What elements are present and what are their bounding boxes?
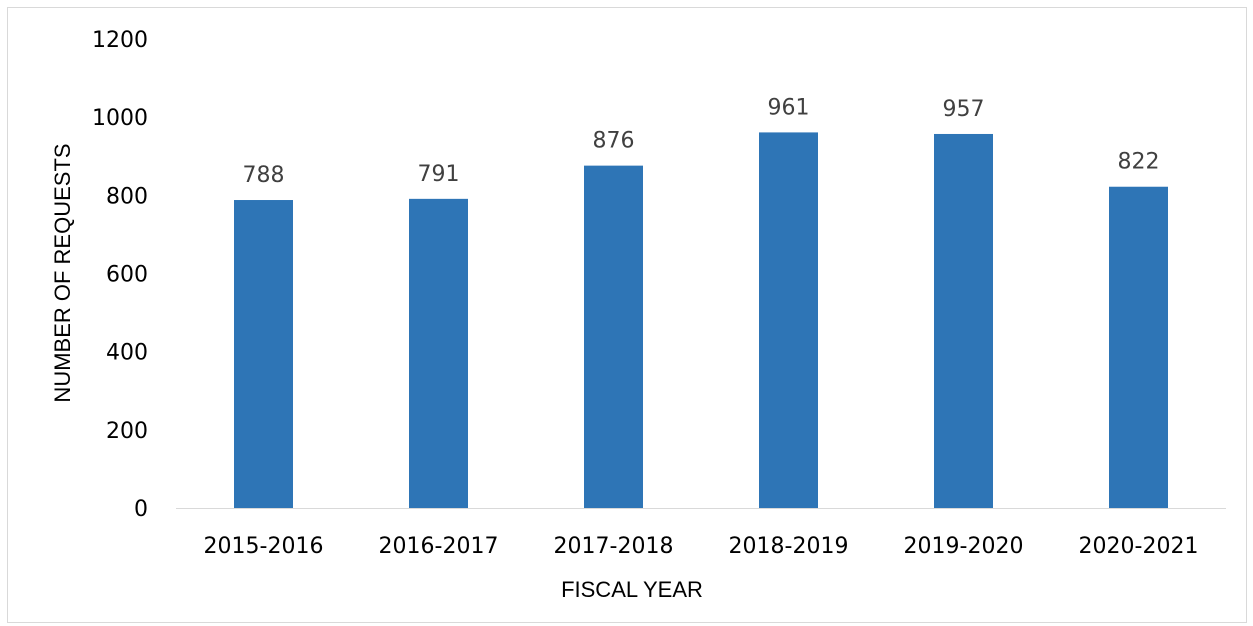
x-tick-label: 2018-2019 xyxy=(729,534,849,559)
x-tick-label: 2017-2018 xyxy=(554,534,674,559)
x-axis-title: FISCAL YEAR xyxy=(561,577,703,602)
x-tick-label: 2020-2021 xyxy=(1079,534,1199,559)
bar-data-label: 957 xyxy=(943,97,985,122)
y-tick-label: 800 xyxy=(106,184,148,209)
x-tick-label: 2016-2017 xyxy=(379,534,499,559)
bar xyxy=(409,199,468,508)
bar xyxy=(234,200,293,508)
bar-data-label: 788 xyxy=(243,163,285,188)
x-axis-ticks: 2015-2016 2016-2017 2017-2018 2018-2019 2019… xyxy=(204,534,1199,559)
bar xyxy=(759,132,818,508)
y-tick-label: 1200 xyxy=(92,28,148,53)
x-tick-label: 2015-2016 xyxy=(204,534,324,559)
bars xyxy=(234,132,1168,508)
y-tick-label: 200 xyxy=(106,419,148,444)
bar xyxy=(584,166,643,508)
x-tick-label: 2019-2020 xyxy=(904,534,1024,559)
data-labels: 788 791 876 961 957 822 xyxy=(243,95,1160,188)
y-axis-ticks: 0 200 400 600 800 1000 1200 xyxy=(92,28,148,522)
bar-data-label: 876 xyxy=(593,129,635,154)
y-tick-label: 400 xyxy=(106,341,148,366)
bar-data-label: 961 xyxy=(768,95,810,120)
y-tick-label: 1000 xyxy=(92,106,148,131)
bar xyxy=(1109,187,1168,508)
y-tick-label: 600 xyxy=(106,263,148,288)
bar-data-label: 822 xyxy=(1118,150,1160,175)
bar xyxy=(934,134,993,508)
y-tick-label: 0 xyxy=(134,497,148,522)
bar-data-label: 791 xyxy=(418,162,460,187)
y-axis-title: NUMBER OF REQUESTS xyxy=(50,143,75,402)
